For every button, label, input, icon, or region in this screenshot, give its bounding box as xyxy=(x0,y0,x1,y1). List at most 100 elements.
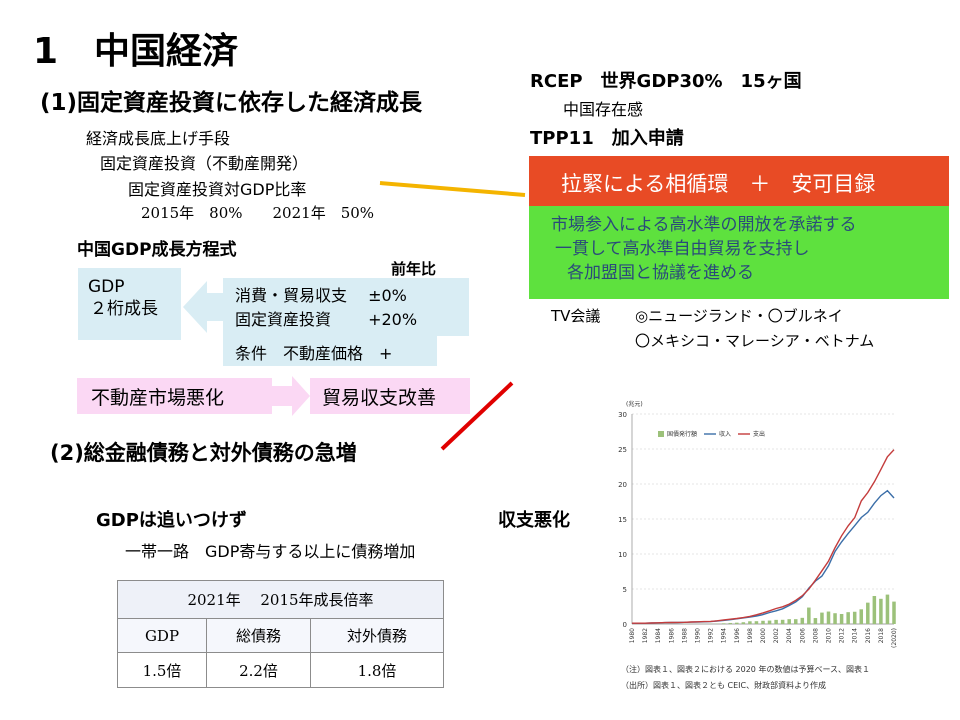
flow-from-box: 不動産市場悪化 xyxy=(77,378,272,414)
green-banner-line2: 一貫して高水準自由貿易を支持し xyxy=(555,239,810,259)
chart-bar-bond xyxy=(741,622,746,624)
chart-x-tick-label: 2014 xyxy=(852,628,859,643)
rcep-text: RCEP 世界GDP30% 15ヶ国 xyxy=(530,71,802,92)
tpp-text: TPP11 加入申請 xyxy=(530,128,684,149)
chart-y-tick-label: 15 xyxy=(618,516,627,524)
section1-item-3: 固定資産投資対GDP比率 xyxy=(128,180,307,199)
red-banner: 拉緊による相循環 ＋ 安可目録 xyxy=(529,156,949,206)
chart-x-tick-label: 2012 xyxy=(839,628,846,643)
chart-bar-bond xyxy=(885,594,890,624)
chart-x-tick-label: 1980 xyxy=(629,628,636,643)
chart-x-tick-label: 2010 xyxy=(826,628,833,643)
orange-connector-line xyxy=(379,181,526,197)
section1-item-1: 経済成長底上げ手段 xyxy=(86,129,231,148)
chart-bar-bond xyxy=(852,611,857,624)
chart-x-tick-label: 1982 xyxy=(642,628,649,643)
growth-table-col-external-debt: 対外債務 xyxy=(310,618,444,653)
chart-x-tick-label: (2020) xyxy=(891,628,898,648)
china-presence-text: 中国存在感 xyxy=(563,100,644,119)
chart-bar-bond xyxy=(748,621,752,624)
chart-x-tick-label: 2004 xyxy=(786,628,793,643)
chart-bar-bond xyxy=(774,619,778,624)
chart-y-tick-label: 20 xyxy=(618,481,627,489)
chart-bar-bond xyxy=(787,619,791,624)
chart-bar-bond xyxy=(721,623,726,624)
yoy-label: 前年比 xyxy=(391,260,437,278)
equation-title: 中国GDP成長方程式 xyxy=(77,240,237,260)
right-arrow-icon xyxy=(270,376,310,416)
chart-bar-bond xyxy=(754,621,759,624)
chart-bar-bond xyxy=(879,598,883,624)
chart-x-tick-label: 2018 xyxy=(878,628,885,643)
tv-meeting-label: TV会議 xyxy=(551,307,601,325)
condition-box: 条件 不動産価格 + xyxy=(223,336,437,366)
chart-x-tick-label: 2000 xyxy=(760,628,767,643)
fiscal-chart: (兆元) 0 5 10 15 20 25 30 1980 1982 1984 1986 1988 1990… xyxy=(618,400,898,648)
factors-box: 消費・貿易収支 ±0% 固定資産投資 +20% xyxy=(223,278,469,336)
chart-legend-swatch-bond xyxy=(658,431,664,437)
green-banner-line3: 各加盟国と協議を進める xyxy=(567,263,754,283)
chart-x-tick-label: 1986 xyxy=(668,628,675,643)
green-banner-line1: 市場参入による高水準の開放を承諾する xyxy=(551,215,857,235)
chart-x-tick-label: 1984 xyxy=(655,628,662,643)
chart-x-tick-label: 2006 xyxy=(799,628,806,643)
balance-worse-text: 収支悪化 xyxy=(498,510,570,531)
chart-bar-bond xyxy=(793,619,798,624)
section1-item-2: 固定資産投資（不動産開発） xyxy=(100,154,309,173)
chart-legend-revenue: 収入 xyxy=(719,431,731,438)
chart-line-expenditure xyxy=(632,449,895,624)
left-arrow-icon xyxy=(183,281,227,333)
chart-x-tick-label: 2002 xyxy=(773,628,780,643)
chart-bar-bond xyxy=(866,602,870,624)
growth-table-val-total-debt: 2.2倍 xyxy=(206,652,311,688)
growth-table-header: 2021年 2015年成長倍率 xyxy=(117,580,444,619)
growth-table-col-total-debt: 総債務 xyxy=(206,618,311,653)
green-banner: 市場参入による高水準の開放を承諾する 一貫して高水準自由貿易を支持し 各加盟国と… xyxy=(529,206,949,299)
chart-bar-bond xyxy=(826,611,831,624)
chart-unit-label: (兆元) xyxy=(626,400,643,408)
chart-x-tick-label: 1996 xyxy=(734,628,741,643)
section1-item-4: 2015年 80% 2021年 50% xyxy=(141,204,375,222)
gdp-lag-text: GDPは追いつけず xyxy=(96,510,247,531)
chart-bar-bond xyxy=(800,617,805,624)
chart-x-tick-label: 2016 xyxy=(865,628,872,643)
chart-bar-bond xyxy=(846,612,850,624)
section2-heading: (2)総金融債務と対外債務の急増 xyxy=(50,441,357,465)
chart-bar-bond xyxy=(813,618,818,624)
growth-table-val-gdp: 1.5倍 xyxy=(117,652,207,688)
page-title: 1 中国経済 xyxy=(33,31,239,72)
chart-bar-bond xyxy=(761,620,765,624)
chart-bar-bond xyxy=(780,619,785,624)
chart-x-tick-label: 1992 xyxy=(708,628,715,643)
chart-bar-bond xyxy=(892,601,896,624)
flow-to-box: 貿易収支改善 xyxy=(310,378,470,414)
growth-table-col-gdp: GDP xyxy=(117,618,207,653)
growth-table-val-external-debt: 1.8倍 xyxy=(310,652,444,688)
chart-note-1: （注）図表１、図表２における 2020 年の数値は予算ベース、図表１ xyxy=(621,665,871,674)
chart-y-tick-label: 5 xyxy=(623,586,627,594)
tv-meeting-line1: ◎ニュージランド・〇ブルネイ xyxy=(635,307,843,325)
chart-bar-bond xyxy=(767,620,772,624)
gdp-box: GDP ２桁成長 xyxy=(78,268,181,340)
chart-y-tick-label: 10 xyxy=(618,551,627,559)
chart-legend-bond: 国債発行額 xyxy=(667,430,697,438)
chart-y-tick-label: 25 xyxy=(618,446,627,454)
chart-line-revenue xyxy=(632,489,895,624)
chart-bar-bond xyxy=(859,609,864,624)
chart-bar-bond xyxy=(872,596,877,624)
factor-row-investment: 固定資産投資 +20% xyxy=(235,310,418,329)
chart-y-tick-label: 30 xyxy=(618,411,627,419)
chart-y-tick-label: 0 xyxy=(623,621,627,629)
chart-x-tick-label: 1990 xyxy=(695,628,702,643)
chart-x-tick-label: 1988 xyxy=(681,628,688,643)
chart-bar-bond xyxy=(728,622,733,624)
chart-x-tick-label: 2008 xyxy=(812,628,819,643)
section1-heading: (1)固定資産投資に依存した経済成長 xyxy=(40,90,423,116)
factor-row-consumption: 消費・貿易収支 ±0% xyxy=(235,286,407,305)
chart-bar-bond xyxy=(735,622,739,624)
growth-table: 2021年 2015年成長倍率 GDP 総債務 対外債務 1.5倍 2.2倍 1… xyxy=(117,580,444,688)
gdp-box-line2: ２桁成長 xyxy=(90,299,158,319)
chart-bar-bond xyxy=(807,607,811,624)
chart-legend-expenditure: 支出 xyxy=(753,430,765,438)
chart-x-tick-label: 1998 xyxy=(747,628,754,643)
